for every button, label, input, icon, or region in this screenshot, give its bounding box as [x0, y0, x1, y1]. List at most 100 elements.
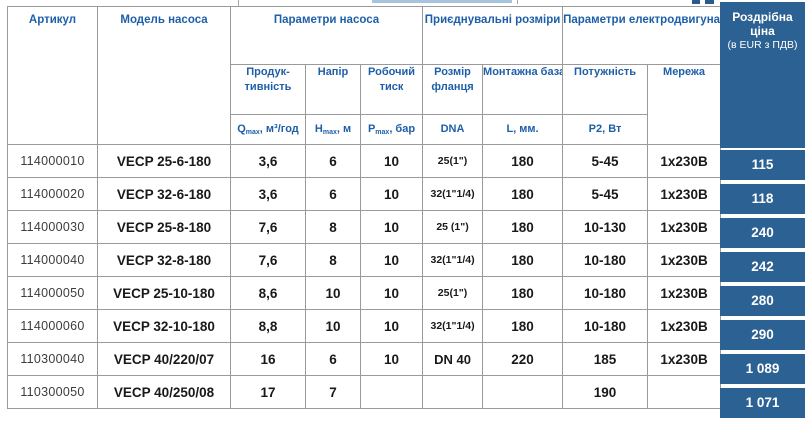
table-row: 114000020 VECP 32-6-180 3,6 6 10 32(1"1/4) 180… [7, 177, 722, 211]
cell-flange-size: 25(1") [422, 276, 484, 310]
cell-pressure: 10 [359, 342, 424, 376]
cell-head: 10 [305, 276, 361, 310]
cell-pressure: 10 [359, 243, 424, 277]
cell-head: 8 [305, 210, 361, 244]
header-group-connection-sizes: Приєднувальні розміри [422, 6, 564, 65]
cell-pressure: 10 [359, 144, 424, 178]
pump-price-table: Артикул Модель насоса Параметри насоса П… [7, 6, 722, 409]
cell-model: VECP 32-6-180 [97, 177, 231, 211]
header-flange-line2: фланця [431, 80, 474, 93]
unit-pmax: Pmax, бар [359, 114, 424, 145]
cell-flange-size: 32(1"1/4) [422, 309, 484, 343]
column-border-stub [238, 0, 239, 6]
cell-retail-price: 240 [720, 218, 805, 248]
cell-mounting-base: 180 [482, 210, 564, 244]
cell-flange-size: 32(1"1/4) [422, 243, 484, 277]
cell-head: 8 [305, 243, 361, 277]
cell-artikul: 114000020 [7, 177, 98, 211]
cell-productivity: 8,6 [230, 276, 306, 310]
text-remnant [692, 0, 700, 4]
cell-productivity: 7,6 [230, 210, 306, 244]
price-subtitle: (в EUR з ПДВ) [727, 39, 798, 51]
header-model: Модель насоса [97, 6, 231, 145]
price-title: Роздрібна ціна [732, 10, 793, 38]
table-row: 114000040 VECP 32-8-180 7,6 8 10 32(1"1/4) 180… [7, 243, 722, 277]
cell-network: 1x230В [647, 309, 722, 343]
cell-mounting-base: 180 [482, 177, 564, 211]
header-network: Мережа [647, 64, 722, 145]
cell-productivity: 17 [230, 375, 306, 409]
cell-productivity: 8,8 [230, 309, 306, 343]
cell-productivity: 7,6 [230, 243, 306, 277]
unit-l-mm: L, мм. [482, 114, 564, 145]
cell-mounting-base: 180 [482, 309, 564, 343]
cell-power: 10-180 [562, 309, 649, 343]
cell-power: 185 [562, 342, 649, 376]
cell-retail-price: 115 [720, 150, 805, 180]
price-column-header: Роздрібна ціна (в EUR з ПДВ) [720, 2, 805, 148]
table-row: 110300040 VECP 40/220/07 16 6 10 DN 40 220 185 1… [7, 342, 722, 376]
cell-head: 6 [305, 144, 361, 178]
cell-network: 1x230В [647, 144, 722, 178]
cell-retail-price: 280 [720, 286, 805, 316]
cell-model: VECP 25-6-180 [97, 144, 231, 178]
cell-power: 5-45 [562, 144, 649, 178]
cell-artikul: 114000040 [7, 243, 98, 277]
header-productivity-line2: тивність [244, 80, 292, 93]
header-artikul: Артикул [7, 6, 98, 145]
cell-artikul: 114000050 [7, 276, 98, 310]
header-working-pressure: Робочий тиск [359, 64, 424, 115]
header-group-motor-params: Параметри електродвигуна [562, 6, 722, 65]
cell-productivity: 16 [230, 342, 306, 376]
cell-mounting-base: 180 [482, 276, 564, 310]
text-remnant [705, 0, 714, 4]
unit-dna: DNA [422, 114, 484, 145]
cell-head: 10 [305, 309, 361, 343]
table-row: 114000060 VECP 32-10-180 8,8 10 10 32(1"1/4) 1… [7, 309, 722, 343]
cell-retail-price: 1 089 [720, 354, 805, 384]
cell-network: 1x230В [647, 342, 722, 376]
header-productivity-line1: Продук- [246, 66, 290, 78]
cell-power: 190 [562, 375, 649, 409]
cell-pressure [359, 375, 424, 409]
cell-flange-size: 25(1") [422, 144, 484, 178]
cell-head: 7 [305, 375, 361, 409]
cell-model: VECP 40/220/07 [97, 342, 231, 376]
table-row: 114000010 VECP 25-6-180 3,6 6 10 25(1") 180 5-4… [7, 144, 722, 178]
cell-mounting-base [482, 375, 564, 409]
unit-qmax: Qmax, м³/год [230, 114, 306, 145]
header-head: Напір [305, 64, 361, 115]
unit-hmax: Hmax, м [305, 114, 361, 145]
cell-pressure: 10 [359, 276, 424, 310]
cell-artikul: 114000010 [7, 144, 98, 178]
cell-model: VECP 40/250/08 [97, 375, 231, 409]
header-pressure-line2: тиск [379, 80, 404, 93]
cell-power: 10-180 [562, 243, 649, 277]
cell-mounting-base: 180 [482, 243, 564, 277]
header-power: Потужність [562, 64, 649, 115]
header-mounting-base: Монтажна база [482, 64, 564, 115]
cell-network [647, 375, 722, 409]
unit-p2: P2, Вт [562, 114, 649, 145]
table-body: 114000010 VECP 25-6-180 3,6 6 10 25(1") 180 5-4… [7, 144, 722, 409]
cell-flange-size: 32(1"1/4) [422, 177, 484, 211]
cell-power: 10-180 [562, 276, 649, 310]
cell-network: 1x230В [647, 210, 722, 244]
cell-artikul: 110300040 [7, 342, 98, 376]
cell-pressure: 10 [359, 309, 424, 343]
cell-pressure: 10 [359, 177, 424, 211]
header-flange-size: Розмір фланця [422, 64, 484, 115]
cell-network: 1x230В [647, 177, 722, 211]
cell-productivity: 3,6 [230, 177, 306, 211]
cell-head: 6 [305, 177, 361, 211]
cell-power: 10-130 [562, 210, 649, 244]
cell-artikul: 110300050 [7, 375, 98, 409]
cell-power: 5-45 [562, 177, 649, 211]
cell-productivity: 3,6 [230, 144, 306, 178]
cell-artikul: 114000060 [7, 309, 98, 343]
cell-model: VECP 25-10-180 [97, 276, 231, 310]
table-header: Артикул Модель насоса Параметри насоса П… [7, 6, 722, 145]
cell-flange-size [422, 375, 484, 409]
cell-model: VECP 32-8-180 [97, 243, 231, 277]
cell-flange-size: 25 (1") [422, 210, 484, 244]
